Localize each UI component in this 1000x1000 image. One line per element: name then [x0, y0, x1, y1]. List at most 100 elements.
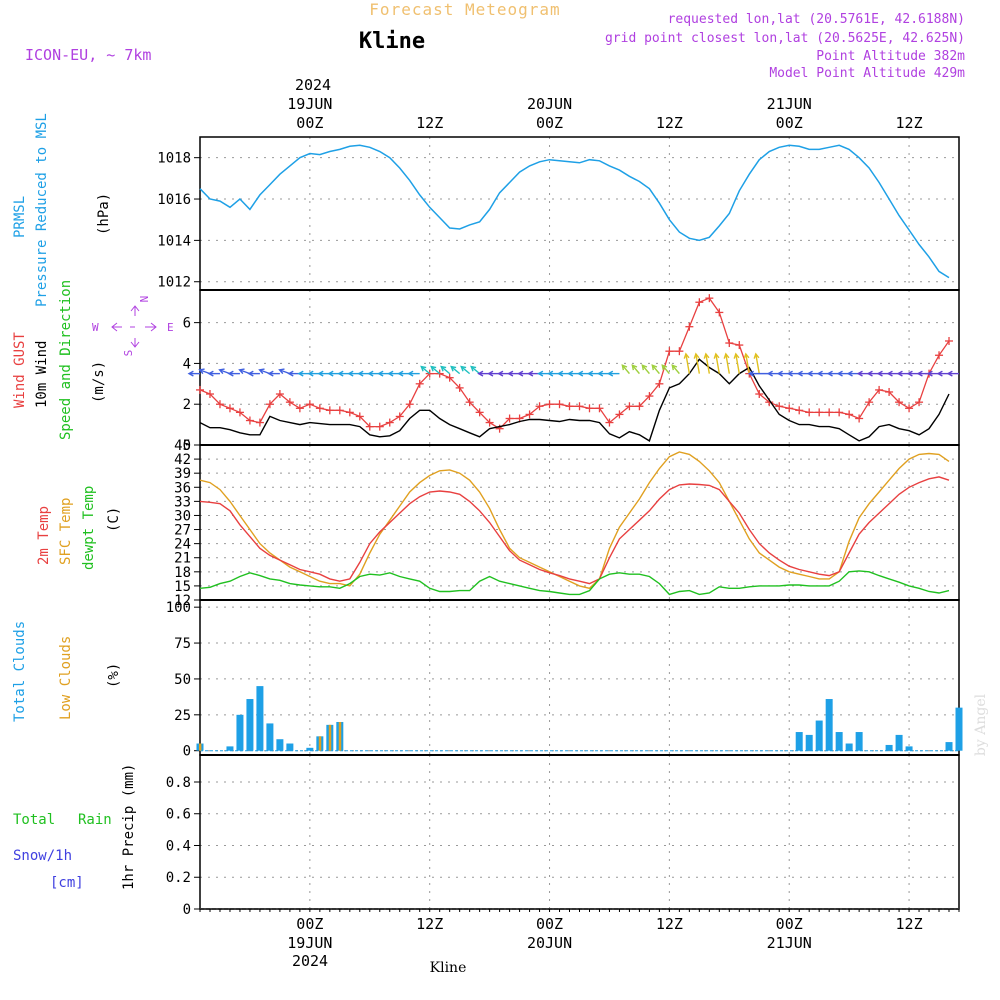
top-time-label: 00Z — [776, 114, 803, 132]
temp-unit-label: (C) — [106, 507, 122, 532]
compass-e: E — [167, 321, 174, 334]
arrow-shaft — [440, 366, 451, 375]
wind-direction-arrow-icon — [267, 370, 280, 377]
gust-marker — [905, 404, 914, 413]
arrow-head — [557, 370, 564, 377]
y-tick-label: 50 — [174, 672, 191, 688]
bottom-time-label: 12Z — [896, 915, 923, 933]
bottom-time-label: 12Z — [416, 915, 443, 933]
gust-marker — [855, 414, 864, 423]
arrow-shaft — [715, 353, 721, 374]
arrow-shaft — [279, 369, 291, 375]
arrow-shaft — [695, 353, 701, 374]
bottom-time-label: 12Z — [656, 915, 683, 933]
gust-marker — [615, 410, 624, 419]
arrow-shaft — [430, 366, 441, 375]
wind-direction-arrow-icon — [641, 364, 650, 375]
gust-marker — [635, 402, 644, 411]
arrow-head — [631, 364, 638, 371]
arrow-head — [207, 370, 214, 377]
wind-label: 10m Wind — [34, 341, 50, 408]
gust-marker — [325, 406, 334, 415]
arrow-head — [187, 370, 194, 377]
wind-direction-arrow-icon — [450, 365, 461, 375]
gust-marker — [625, 402, 634, 411]
wind-direction-arrow-icon — [753, 352, 760, 374]
gust-marker — [505, 414, 514, 423]
gust-marker — [895, 398, 904, 407]
wind-direction-arrow-icon — [207, 370, 220, 377]
y-tick-label: 1014 — [157, 233, 191, 249]
arrow-head — [497, 370, 504, 377]
arrow-head — [337, 370, 344, 377]
gust-marker — [335, 406, 344, 415]
top-year-label: 2024 — [295, 76, 331, 94]
arrow-head — [367, 370, 374, 377]
gust-marker — [915, 398, 924, 407]
gust-marker — [565, 402, 574, 411]
arrow-shaft — [755, 353, 760, 374]
sfc-temp-label: SFC Temp — [58, 498, 74, 565]
gust-marker — [775, 402, 784, 411]
wind-direction-arrow-icon — [621, 364, 630, 375]
arrow-head — [936, 370, 943, 377]
gust-marker — [395, 412, 404, 421]
arrow-head — [218, 368, 225, 375]
y-tick-label: 33 — [174, 494, 191, 510]
compass-rose-icon — [111, 305, 157, 348]
arrow-head — [703, 352, 710, 359]
arrow-head — [477, 370, 484, 377]
gust-line — [199, 297, 950, 430]
gust-marker — [385, 418, 394, 427]
arrow-shaft — [420, 366, 431, 375]
arrow-head — [786, 370, 793, 377]
gust-marker — [465, 398, 474, 407]
y-tick-label: 18 — [174, 565, 191, 581]
compass-w: W — [92, 321, 99, 334]
gust-marker — [755, 390, 764, 399]
y-tick-label: 0.6 — [166, 807, 191, 823]
gust-marker — [815, 408, 824, 417]
arrow-head — [946, 370, 953, 377]
arrow-head — [407, 370, 414, 377]
gust-marker — [585, 404, 594, 413]
total-cloud-bar — [266, 723, 274, 751]
gust-marker — [365, 422, 374, 431]
arrow-head — [713, 352, 720, 359]
arrow-shaft — [239, 369, 251, 375]
bottom-date-label: 20JUN — [527, 934, 572, 952]
arrow-head — [470, 365, 477, 372]
arrow-head — [846, 370, 853, 377]
total-cloud-bar — [805, 734, 813, 751]
low-cloud-bar — [318, 736, 322, 751]
arrow-head — [450, 365, 457, 372]
arrow-head — [397, 370, 404, 377]
arrow-head — [440, 365, 447, 372]
total-cloud-bar — [795, 732, 803, 751]
gust-marker — [595, 404, 604, 413]
gust-marker — [735, 341, 744, 350]
model-altitude: Model Point Altitude 429m — [769, 66, 965, 81]
total-label: Total — [13, 812, 55, 828]
arrow-shaft — [735, 353, 740, 374]
arrow-head — [577, 370, 584, 377]
sfc-temp-line — [199, 451, 950, 590]
gust-marker — [215, 400, 224, 409]
temp-panel-frame — [199, 444, 960, 601]
arrow-head — [856, 370, 863, 377]
gust-marker — [685, 322, 694, 331]
wind-direction-arrow-icon — [703, 352, 711, 374]
arrow-head — [876, 370, 883, 377]
y-tick-label: 12 — [174, 593, 191, 609]
total-cloud-bar — [885, 744, 893, 751]
arrow-shaft — [661, 364, 670, 375]
arrow-head — [747, 370, 754, 377]
bottom-year-label: 2024 — [292, 952, 328, 970]
gust-marker — [795, 406, 804, 415]
top-time-label: 00Z — [536, 114, 563, 132]
arrow-head — [886, 370, 893, 377]
arrow-head — [307, 370, 314, 377]
y-tick-label: 42 — [174, 452, 191, 468]
precip-panel: 0 0.2 0.4 0.6 0.8 — [166, 754, 960, 918]
footer-location: Kline — [430, 960, 467, 976]
